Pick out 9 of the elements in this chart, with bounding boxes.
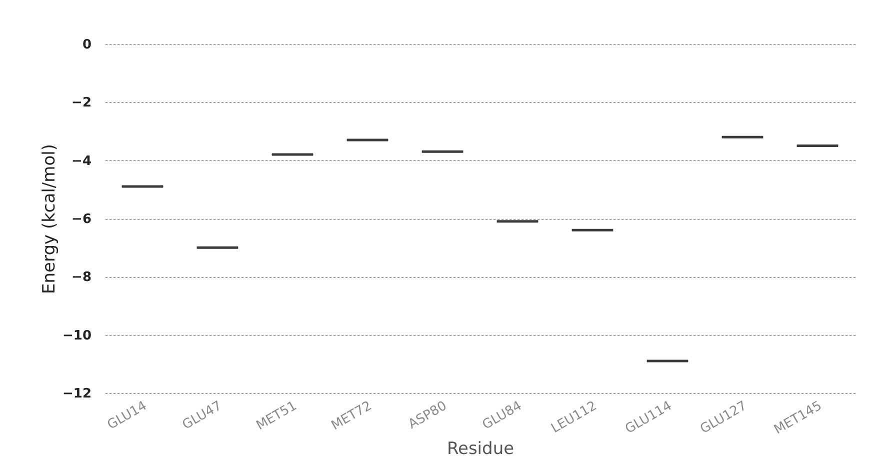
y-axis-title: Energy (kcal/mol): [40, 144, 60, 294]
y-tick-label: −8: [72, 270, 92, 286]
y-tick-label: −10: [62, 328, 92, 344]
y-tick-label: 0: [82, 38, 92, 52]
y-tick-label: −12: [62, 386, 92, 402]
y-tick-label: −4: [72, 154, 92, 169]
y-tick-label: −2: [72, 96, 92, 111]
y-tick-label: −6: [72, 212, 92, 227]
x-axis-title: Residue: [446, 438, 514, 459]
